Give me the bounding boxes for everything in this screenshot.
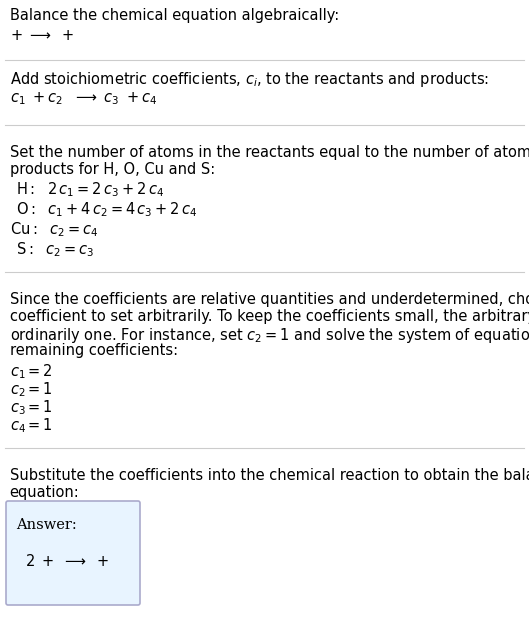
Text: $\mathrm{H:}\ \ 2\,c_1 = 2\,c_3 + 2\,c_4$: $\mathrm{H:}\ \ 2\,c_1 = 2\,c_3 + 2\,c_4… bbox=[16, 180, 164, 199]
Text: Balance the chemical equation algebraically:: Balance the chemical equation algebraica… bbox=[10, 8, 339, 23]
Text: $c_1\ +c_2\ \ \longrightarrow\ c_3\ +c_4$: $c_1\ +c_2\ \ \longrightarrow\ c_3\ +c_4… bbox=[10, 90, 157, 107]
Text: Add stoichiometric coefficients, $c_i$, to the reactants and products:: Add stoichiometric coefficients, $c_i$, … bbox=[10, 70, 489, 89]
Text: coefficient to set arbitrarily. To keep the coefficients small, the arbitrary va: coefficient to set arbitrarily. To keep … bbox=[10, 309, 529, 324]
Text: $\mathrm{Cu:}\ \ c_2 = c_4$: $\mathrm{Cu:}\ \ c_2 = c_4$ bbox=[10, 220, 98, 239]
FancyBboxPatch shape bbox=[6, 501, 140, 605]
Text: Set the number of atoms in the reactants equal to the number of atoms in the: Set the number of atoms in the reactants… bbox=[10, 145, 529, 160]
Text: $c_4 = 1$: $c_4 = 1$ bbox=[10, 416, 52, 435]
Text: $c_3 = 1$: $c_3 = 1$ bbox=[10, 398, 52, 417]
Text: $c_2 = 1$: $c_2 = 1$ bbox=[10, 380, 52, 399]
Text: Substitute the coefficients into the chemical reaction to obtain the balanced: Substitute the coefficients into the che… bbox=[10, 468, 529, 483]
Text: $2\ +\ \longrightarrow\ +$: $2\ +\ \longrightarrow\ +$ bbox=[25, 553, 109, 569]
Text: Since the coefficients are relative quantities and underdetermined, choose a: Since the coefficients are relative quan… bbox=[10, 292, 529, 307]
Text: $c_1 = 2$: $c_1 = 2$ bbox=[10, 362, 52, 381]
Text: Answer:: Answer: bbox=[16, 518, 77, 532]
Text: $\mathrm{S:}\ \ c_2 = c_3$: $\mathrm{S:}\ \ c_2 = c_3$ bbox=[16, 240, 94, 259]
Text: remaining coefficients:: remaining coefficients: bbox=[10, 343, 178, 358]
Text: $+\ \longrightarrow\ +$: $+\ \longrightarrow\ +$ bbox=[10, 28, 74, 43]
Text: equation:: equation: bbox=[10, 485, 79, 500]
Text: $\mathrm{O:}\ \ c_1 + 4\,c_2 = 4\,c_3 + 2\,c_4$: $\mathrm{O:}\ \ c_1 + 4\,c_2 = 4\,c_3 + … bbox=[16, 200, 197, 219]
Text: ordinarily one. For instance, set $c_2 = 1$ and solve the system of equations fo: ordinarily one. For instance, set $c_2 =… bbox=[10, 326, 529, 345]
Text: products for H, O, Cu and S:: products for H, O, Cu and S: bbox=[10, 162, 215, 177]
